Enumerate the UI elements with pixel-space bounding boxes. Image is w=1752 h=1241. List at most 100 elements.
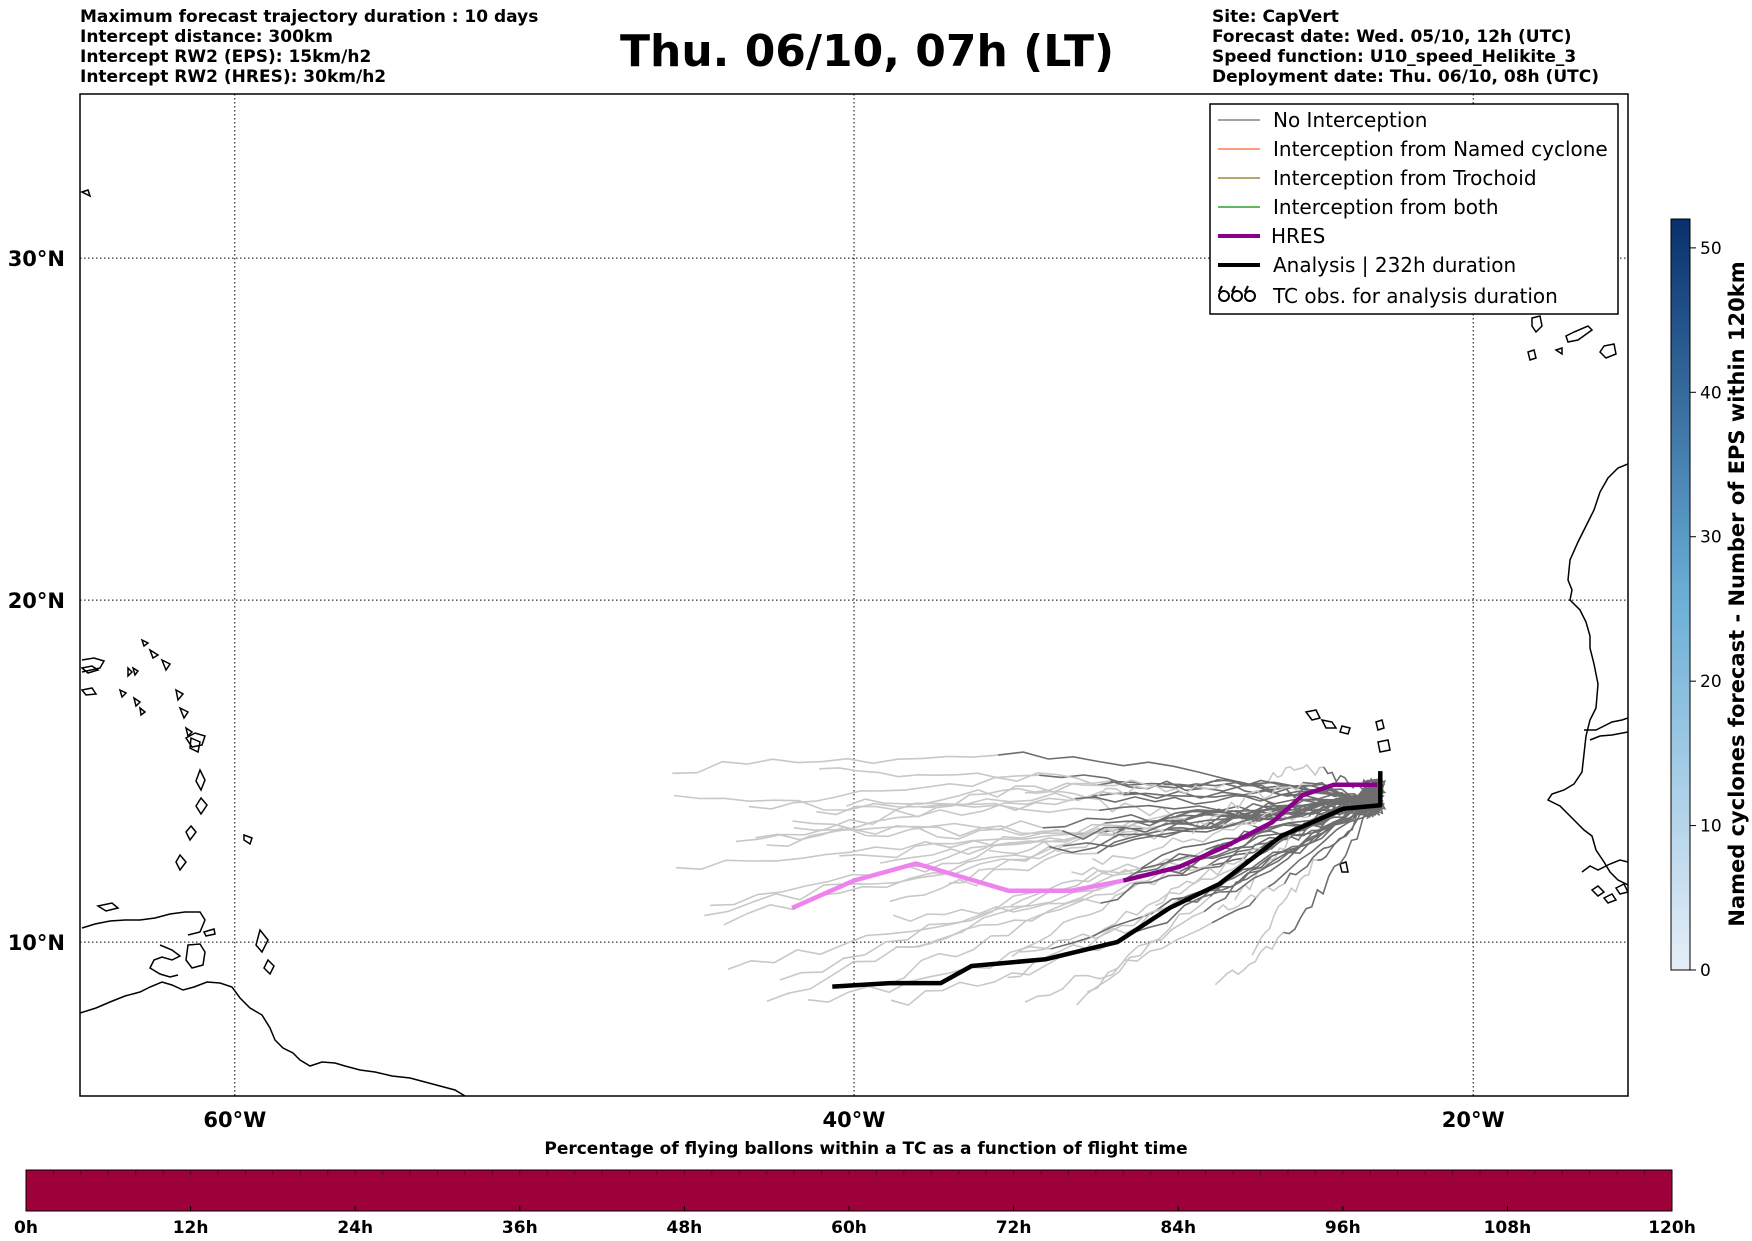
- hres-track-beyond-120h: [791, 861, 1124, 910]
- latitude-labels: 30°N 20°N 10°N: [8, 247, 65, 955]
- map-gridlines: [80, 94, 1628, 1096]
- guinea-islands: [1590, 882, 1628, 904]
- ensemble-trajectory: [1119, 797, 1372, 883]
- coastline-west-africa: [1546, 463, 1628, 886]
- lesser-antilles: [118, 638, 275, 976]
- lat-tick-label: 20°N: [8, 589, 65, 613]
- colorbar-label: Named cyclones forecast - Number of EPS …: [1725, 261, 1749, 926]
- colorbar-tick-label: 30: [1700, 528, 1722, 548]
- ensemble-trajectory-beyond: [676, 833, 1076, 871]
- ensemble-trajectory-beyond: [1024, 922, 1213, 1003]
- bottom-colorbar-tick-label: 24h: [337, 1218, 373, 1238]
- legend-label-named-cyclone: Interception from Named cyclone: [1273, 137, 1608, 161]
- ensemble-trajectory-beyond: [755, 820, 1044, 841]
- ensemble-trajectory-beyond: [748, 774, 1040, 810]
- ensemble-trajectory-beyond: [1191, 782, 1304, 835]
- param-duration: Maximum forecast trajectory duration : 1…: [80, 7, 539, 27]
- ensemble-trajectory-beyond: [808, 945, 1051, 1003]
- colorbar-tick-label: 40: [1700, 383, 1722, 403]
- bottom-colorbar-tick-label: 0h: [14, 1218, 38, 1238]
- deployment-date: Deployment date: Thu. 06/10, 08h (UTC): [1212, 67, 1599, 87]
- bottom-colorbar-tick-label: 84h: [1160, 1218, 1196, 1238]
- ensemble-trajectory-beyond: [895, 898, 1101, 949]
- site-info: Site: CapVert: [1212, 7, 1339, 27]
- colorbar-tick-label: 10: [1700, 817, 1722, 837]
- bottom-colorbar-tick-label: 108h: [1484, 1218, 1532, 1238]
- analysis-track: [832, 771, 1383, 989]
- ensemble-trajectory-beyond: [1092, 821, 1254, 866]
- legend-label-tc-obs: TC obs. for analysis duration: [1272, 284, 1558, 308]
- ensemble-trajectory-beyond: [889, 851, 1098, 903]
- map-frame: [79, 93, 1629, 1097]
- legend-label-trochoid: Interception from Trochoid: [1273, 166, 1537, 190]
- island-small-north: [80, 189, 92, 198]
- colorbar-ticks: 0 10 20 30 40 50: [1690, 239, 1722, 981]
- ensemble-trajectory: [998, 751, 1387, 812]
- canary-islands: [1527, 315, 1617, 361]
- ensemble-trajectory-beyond: [673, 794, 1100, 814]
- bottom-colorbar-title: Percentage of flying ballons within a TC…: [544, 1139, 1187, 1159]
- param-rw2-hres: Intercept RW2 (HRES): 30km/h2: [80, 67, 387, 87]
- ensemble-trajectory-beyond: [727, 881, 1121, 970]
- ensemble-trajectory-beyond: [1076, 910, 1205, 1006]
- cape-verde-islands: [1304, 709, 1391, 873]
- coastlines: [80, 189, 1628, 1096]
- ensemble-trajectories: [672, 751, 1387, 1006]
- run-parameters: Maximum forecast trajectory duration : 1…: [80, 7, 538, 87]
- tc-symbol-icon: [1218, 285, 1256, 302]
- ensemble-trajectory-beyond: [1019, 905, 1172, 953]
- bottom-colorbar-minor-ticks: [52, 1170, 1646, 1175]
- coastline-senegal-inlets: [1581, 717, 1628, 873]
- ensemble-trajectory-beyond: [846, 780, 1111, 807]
- lon-tick-label: 20°W: [1442, 1108, 1505, 1132]
- colorbar-tick-label: 20: [1700, 672, 1722, 692]
- longitude-labels: 60°W 40°W 20°W: [203, 1108, 1504, 1132]
- coastline-paria: [149, 944, 182, 978]
- island-margarita: [96, 902, 120, 912]
- ensemble-trajectory-beyond: [1216, 882, 1285, 911]
- colorbar-gradient: [1670, 218, 1691, 971]
- speed-function: Speed function: U10_speed_Helikite_3: [1212, 47, 1577, 67]
- ensemble-trajectory-beyond: [710, 831, 1114, 907]
- legend-label-both: Interception from both: [1273, 195, 1499, 219]
- ensemble-trajectory: [1140, 779, 1386, 870]
- islands-virgin: [80, 657, 106, 696]
- lon-tick-label: 60°W: [203, 1108, 266, 1132]
- ensemble-trajectory-beyond: [704, 845, 1064, 917]
- flight-time-colorbar: Percentage of flying ballons within a TC…: [14, 1139, 1696, 1238]
- ensemble-trajectory-beyond: [920, 779, 1164, 809]
- colorbar-tick-label: 50: [1700, 239, 1722, 259]
- named-cyclones-colorbar: 0 10 20 30 40 50 Named cyclones forecast - Nu…: [1670, 218, 1749, 981]
- ensemble-trajectory-beyond: [1154, 838, 1281, 907]
- legend: No Interception Interception from Named …: [1209, 103, 1619, 315]
- bottom-colorbar-ticks: 0h 12h 24h 36h 48h 60h 72h 84h 96h 108h 120h: [14, 1206, 1696, 1238]
- ensemble-trajectory-beyond: [1251, 858, 1318, 956]
- ensemble-trajectory-beyond: [948, 815, 1178, 884]
- ensemble-trajectory-beyond: [793, 822, 1106, 837]
- ensemble-trajectory: [1062, 783, 1386, 840]
- ensemble-trajectory-beyond: [672, 754, 999, 775]
- islands-caribbean-small: [127, 666, 147, 717]
- ensemble-trajectory-beyond: [886, 869, 1166, 986]
- ensemble-trajectory-beyond: [880, 811, 1181, 864]
- legend-label-no-interception: No Interception: [1273, 108, 1427, 132]
- ensemble-trajectory-beyond: [735, 790, 1124, 843]
- bottom-colorbar-tick-label: 96h: [1325, 1218, 1361, 1238]
- bottom-colorbar-tick-label: 48h: [667, 1218, 703, 1238]
- legend-box: [1209, 103, 1619, 315]
- bottom-colorbar-tick-label: 72h: [996, 1218, 1032, 1238]
- lon-tick-label: 40°W: [823, 1108, 886, 1132]
- forecast-date: Forecast date: Wed. 05/10, 12h (UTC): [1212, 27, 1572, 47]
- legend-label-analysis: Analysis | 232h duration: [1273, 253, 1516, 277]
- ensemble-trajectory-beyond: [779, 867, 1141, 981]
- ensemble-trajectory-beyond: [766, 795, 1093, 848]
- bottom-colorbar-tick-label: 12h: [173, 1218, 209, 1238]
- page-title: Thu. 06/10, 07h (LT): [620, 26, 1115, 77]
- ensemble-trajectory-beyond: [1007, 899, 1179, 979]
- ensemble-trajectory-beyond: [1011, 870, 1181, 958]
- ensemble-trajectory-beyond: [1214, 931, 1284, 986]
- island-barbados: [243, 833, 253, 846]
- ensemble-trajectory-beyond: [1095, 783, 1226, 799]
- param-distance: Intercept distance: 300km: [80, 27, 333, 47]
